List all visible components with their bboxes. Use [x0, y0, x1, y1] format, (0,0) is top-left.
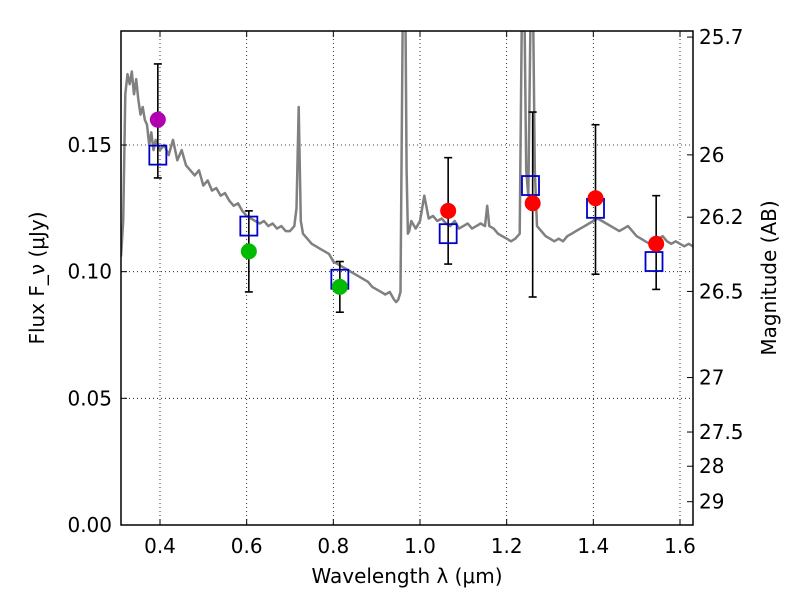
- right-tick-label: 26.2: [699, 205, 744, 229]
- observed-point: [149, 111, 166, 128]
- right-tick-label: 27.5: [699, 420, 744, 444]
- model-point: [148, 144, 168, 166]
- observed-point: [240, 243, 257, 260]
- observed-point: [331, 278, 348, 295]
- observed-point: [440, 202, 457, 219]
- x-tick-label: 1.2: [491, 534, 523, 558]
- grid: [121, 31, 693, 525]
- x-tick-label: 1.6: [664, 534, 696, 558]
- right-tick-label: 27: [699, 366, 724, 390]
- model-point: [521, 175, 540, 196]
- right-tick-label: 25.7: [699, 25, 744, 49]
- observed-layer: [149, 111, 665, 295]
- y-axis: 0.00 0.05 0.10 0.15: [67, 133, 127, 537]
- plot-frame: [120, 30, 694, 526]
- observed-point: [648, 235, 665, 252]
- right-tick-label: 29: [699, 490, 724, 514]
- x-tick-label: 0.6: [231, 534, 263, 558]
- right-tick-label: 26.5: [699, 279, 744, 303]
- y-tick-label: 0.10: [67, 260, 112, 284]
- x-axis-title: Wavelength λ (μm): [311, 564, 502, 588]
- observed-point: [524, 195, 541, 212]
- y-tick-label: 0.15: [67, 133, 112, 157]
- x-tick-label: 0.8: [317, 534, 349, 558]
- right-tick-label: 28: [699, 454, 724, 478]
- right-axis: 25.7 26 26.2 26.5 27 27.5 28 29: [687, 25, 744, 514]
- y-tick-label: 0.05: [67, 386, 112, 410]
- model-point: [239, 215, 259, 237]
- x-tick-label: 0.4: [144, 534, 176, 558]
- x-tick-label: 1.0: [404, 534, 436, 558]
- y-tick-label: 0.00: [67, 513, 112, 537]
- spectrum-layer: [121, 31, 693, 304]
- observed-point: [587, 190, 604, 207]
- x-axis: 0.4 0.6 0.8 1.0 1.2 1.4 1.6: [144, 31, 696, 558]
- right-tick-label: 26: [699, 143, 724, 167]
- model-point: [644, 251, 664, 272]
- y-axis-title: Flux F_ν (μJy): [25, 211, 49, 344]
- spectrum-line: [121, 31, 693, 304]
- x-tick-label: 1.4: [577, 534, 609, 558]
- right-axis-title: Magnitude (AB): [757, 200, 781, 355]
- model-point: [438, 223, 458, 245]
